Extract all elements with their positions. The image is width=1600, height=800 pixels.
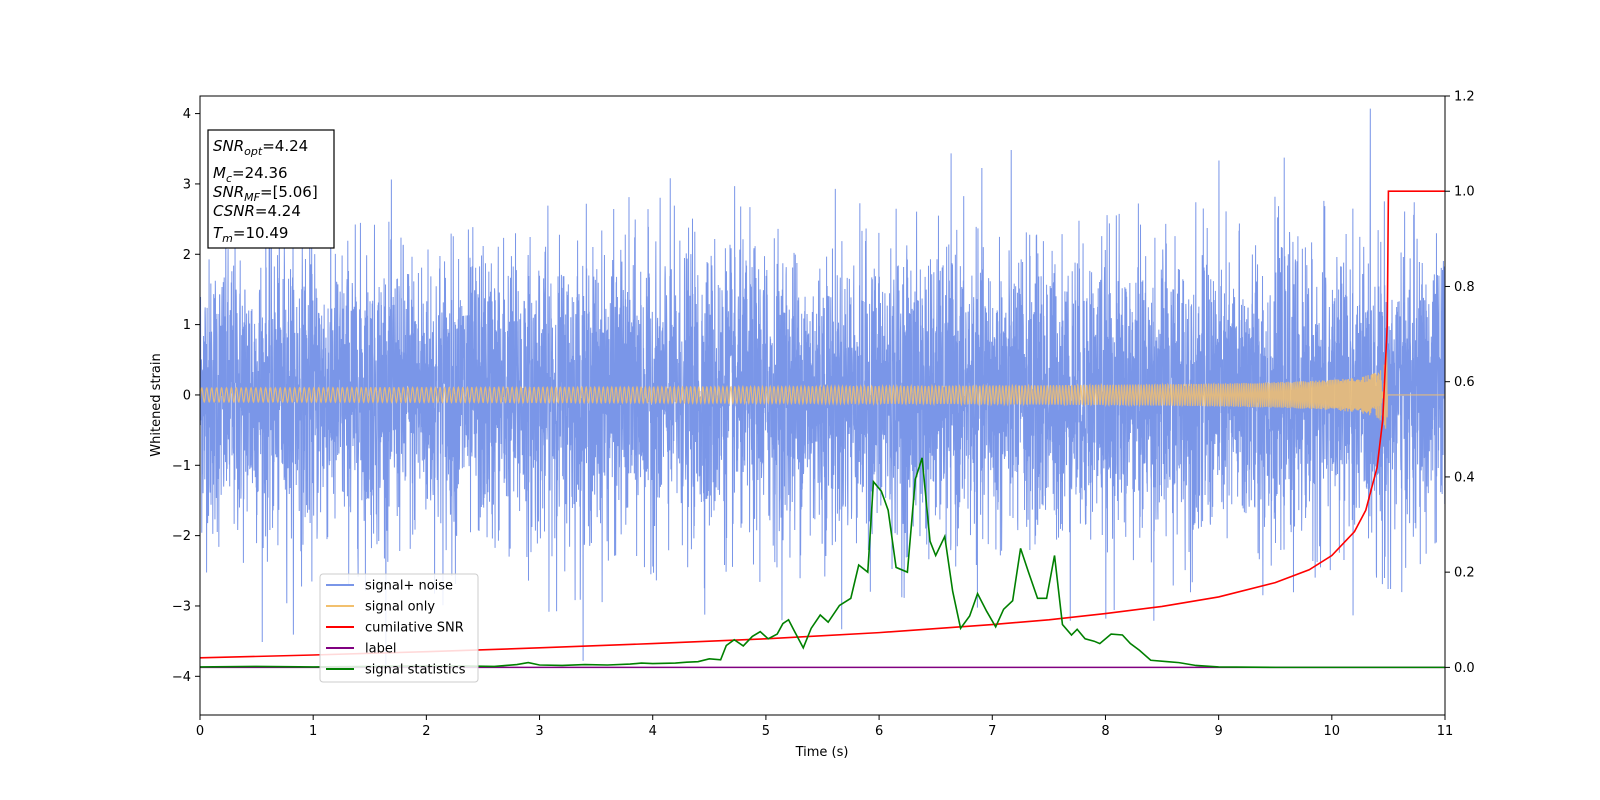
y-axis-label: Whitened strain — [149, 353, 164, 456]
series-cumilative-snr-line — [200, 190, 1445, 659]
x-tick-label: 9 — [1214, 724, 1222, 739]
y-tick-label: 0 — [183, 388, 191, 403]
y-tick-label: 2 — [183, 248, 191, 263]
y2-tick-label: 0.0 — [1454, 661, 1475, 676]
annotation-line: Tm=10.49 — [213, 224, 288, 245]
y-tick-label: −2 — [172, 529, 191, 544]
series-signal-only-line — [200, 352, 1445, 429]
x-tick-label: 5 — [762, 724, 770, 739]
annotation-line: CSNR=4.24 — [213, 202, 301, 220]
y2-tick-label: 0.4 — [1454, 470, 1475, 485]
y-tick-label: 1 — [183, 318, 191, 333]
x-tick-label: 3 — [535, 724, 543, 739]
annotation-line: SNRMF=[5.06] — [213, 183, 318, 204]
x-tick-label: 2 — [422, 724, 430, 739]
plot-frame — [199, 95, 1446, 716]
annotation-line: SNRopt=4.24 — [213, 137, 308, 158]
x-tick-label: 1 — [309, 724, 317, 739]
annotation-line: Mc=24.36 — [213, 164, 288, 185]
y2-axis-ticks: 0.0 0.2 0.4 0.6 0.8 1.0 1.2 — [1445, 90, 1475, 676]
y2-tick-label: 0.2 — [1454, 566, 1475, 581]
x-tick-label: 4 — [649, 724, 657, 739]
x-axis-ticks: 0 1 2 3 4 5 6 7 8 9 10 11 — [196, 715, 1453, 739]
legend-label: signal only — [365, 600, 435, 615]
legend-label: cumilative SNR — [365, 621, 464, 636]
y2-tick-label: 0.8 — [1454, 280, 1475, 295]
legend-label: signal+ noise — [365, 579, 453, 594]
x-tick-label: 10 — [1324, 724, 1341, 739]
x-tick-label: 11 — [1437, 724, 1454, 739]
y-tick-label: 4 — [183, 107, 191, 122]
y-tick-label: −1 — [172, 459, 191, 474]
x-tick-label: 7 — [988, 724, 996, 739]
legend-frame — [319, 573, 479, 683]
y2-tick-label: 1.0 — [1454, 185, 1475, 200]
y-tick-label: −3 — [172, 599, 191, 614]
y-tick-label: 3 — [183, 177, 191, 192]
metrics-annotation-box: SNRopt=4.24 Mc=24.36SNRMF=[5.06]CSNR=4.24… — [207, 129, 335, 249]
legend: signal+ noise signal only cumilative SNR la… — [319, 573, 479, 683]
y2-tick-label: 1.2 — [1454, 90, 1475, 105]
legend-label: signal statistics — [365, 663, 466, 678]
legend-label: label — [365, 642, 396, 657]
x-tick-label: 6 — [875, 724, 883, 739]
series-signal-statistics-line — [200, 457, 1445, 669]
annotation-frame — [207, 129, 335, 249]
y2-tick-label: 0.6 — [1454, 375, 1475, 390]
x-tick-label: 8 — [1101, 724, 1109, 739]
x-axis-label: Time (s) — [795, 745, 849, 760]
y-axis-ticks: −4 −3 −2 −1 0 1 2 3 4 — [172, 107, 200, 685]
x-tick-label: 0 — [196, 724, 204, 739]
y-tick-label: −4 — [172, 670, 191, 685]
